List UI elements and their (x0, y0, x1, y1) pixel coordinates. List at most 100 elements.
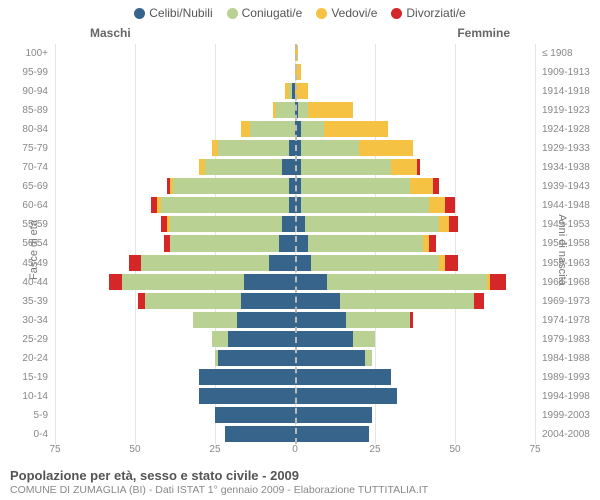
bar-male (55, 159, 295, 175)
bar-female (295, 350, 535, 366)
legend-item: Vedovi/e (316, 6, 377, 20)
center-line (295, 44, 297, 444)
grid-line (535, 44, 536, 444)
birth-label: 2004-2008 (538, 425, 600, 444)
bar-segment (295, 350, 365, 366)
bar-male (55, 255, 295, 271)
age-label: 80-84 (0, 120, 52, 139)
birth-label: 1929-1933 (538, 139, 600, 158)
bar-segment (445, 255, 458, 271)
bar-segment (449, 216, 459, 232)
bar-segment (225, 426, 295, 442)
age-label: 15-19 (0, 368, 52, 387)
x-axis: 7550250255075 (55, 444, 535, 458)
birth-label: 1964-1968 (538, 273, 600, 292)
bar-segment (391, 159, 417, 175)
bar-segment (417, 159, 420, 175)
label-male: Maschi (90, 26, 131, 40)
bar-segment (250, 121, 295, 137)
bar-female (295, 64, 535, 80)
bar-segment (129, 255, 142, 271)
x-tick: 50 (449, 444, 460, 455)
age-label: 10-14 (0, 387, 52, 406)
birth-label: 1949-1953 (538, 215, 600, 234)
bar-segment (161, 197, 289, 213)
bar-female (295, 159, 535, 175)
bar-segment (474, 293, 484, 309)
bar-segment (429, 235, 435, 251)
bar-segment (295, 312, 346, 328)
bar-female (295, 293, 535, 309)
age-label: 60-64 (0, 196, 52, 215)
age-label: 100+ (0, 44, 52, 63)
x-tick: 25 (369, 444, 380, 455)
footer: Popolazione per età, sesso e stato civil… (10, 468, 590, 496)
chart-title: Popolazione per età, sesso e stato civil… (10, 468, 590, 483)
age-label: 5-9 (0, 406, 52, 425)
bar-segment (269, 255, 295, 271)
age-label: 65-69 (0, 177, 52, 196)
bar-segment (490, 274, 506, 290)
x-tick: 75 (49, 444, 60, 455)
bar-segment (295, 331, 353, 347)
age-label: 40-44 (0, 273, 52, 292)
chart-area (55, 44, 535, 444)
bar-segment (429, 197, 445, 213)
bar-female (295, 235, 535, 251)
bar-segment (410, 178, 432, 194)
bar-female (295, 426, 535, 442)
legend-item: Divorziati/e (391, 6, 465, 20)
bar-segment (439, 216, 449, 232)
birth-label: 1974-1978 (538, 311, 600, 330)
legend-label: Coniugati/e (242, 6, 303, 20)
age-label: 70-74 (0, 158, 52, 177)
bar-male (55, 216, 295, 232)
age-label: 20-24 (0, 349, 52, 368)
bar-male (55, 293, 295, 309)
bar-segment (301, 178, 410, 194)
bar-male (55, 426, 295, 442)
birth-label: 1959-1963 (538, 254, 600, 273)
bar-male (55, 64, 295, 80)
birth-label: 1934-1938 (538, 158, 600, 177)
bar-female (295, 121, 535, 137)
bar-female (295, 255, 535, 271)
bar-segment (244, 274, 295, 290)
bar-segment (276, 102, 295, 118)
bar-segment (215, 407, 295, 423)
bar-segment (359, 140, 413, 156)
bar-segment (193, 312, 238, 328)
age-label: 55-59 (0, 215, 52, 234)
age-label: 0-4 (0, 425, 52, 444)
bar-segment (301, 140, 359, 156)
birth-label: 1954-1958 (538, 234, 600, 253)
age-label: 35-39 (0, 292, 52, 311)
bar-segment (279, 235, 295, 251)
bar-segment (410, 312, 413, 328)
bar-segment (295, 255, 311, 271)
bar-segment (199, 388, 295, 404)
bar-male (55, 274, 295, 290)
bar-male (55, 121, 295, 137)
bar-female (295, 369, 535, 385)
chart-subtitle: COMUNE DI ZUMAGLIA (BI) - Dati ISTAT 1° … (10, 484, 590, 496)
bar-segment (241, 293, 295, 309)
bar-segment (173, 178, 288, 194)
age-label: 95-99 (0, 63, 52, 82)
legend-label: Celibi/Nubili (149, 6, 212, 20)
y-left-labels: 100+95-9990-9485-8980-8475-7970-7465-696… (0, 44, 52, 444)
bar-segment (109, 274, 122, 290)
age-label: 90-94 (0, 82, 52, 101)
bar-segment (295, 293, 340, 309)
bar-segment (295, 388, 397, 404)
bar-female (295, 102, 535, 118)
birth-label: 1914-1918 (538, 82, 600, 101)
legend-item: Celibi/Nubili (134, 6, 212, 20)
bar-segment (305, 216, 439, 232)
x-tick: 50 (129, 444, 140, 455)
bar-segment (205, 159, 282, 175)
bar-male (55, 388, 295, 404)
bar-segment (301, 121, 323, 137)
birth-label: 1939-1943 (538, 177, 600, 196)
legend-swatch (391, 8, 402, 19)
